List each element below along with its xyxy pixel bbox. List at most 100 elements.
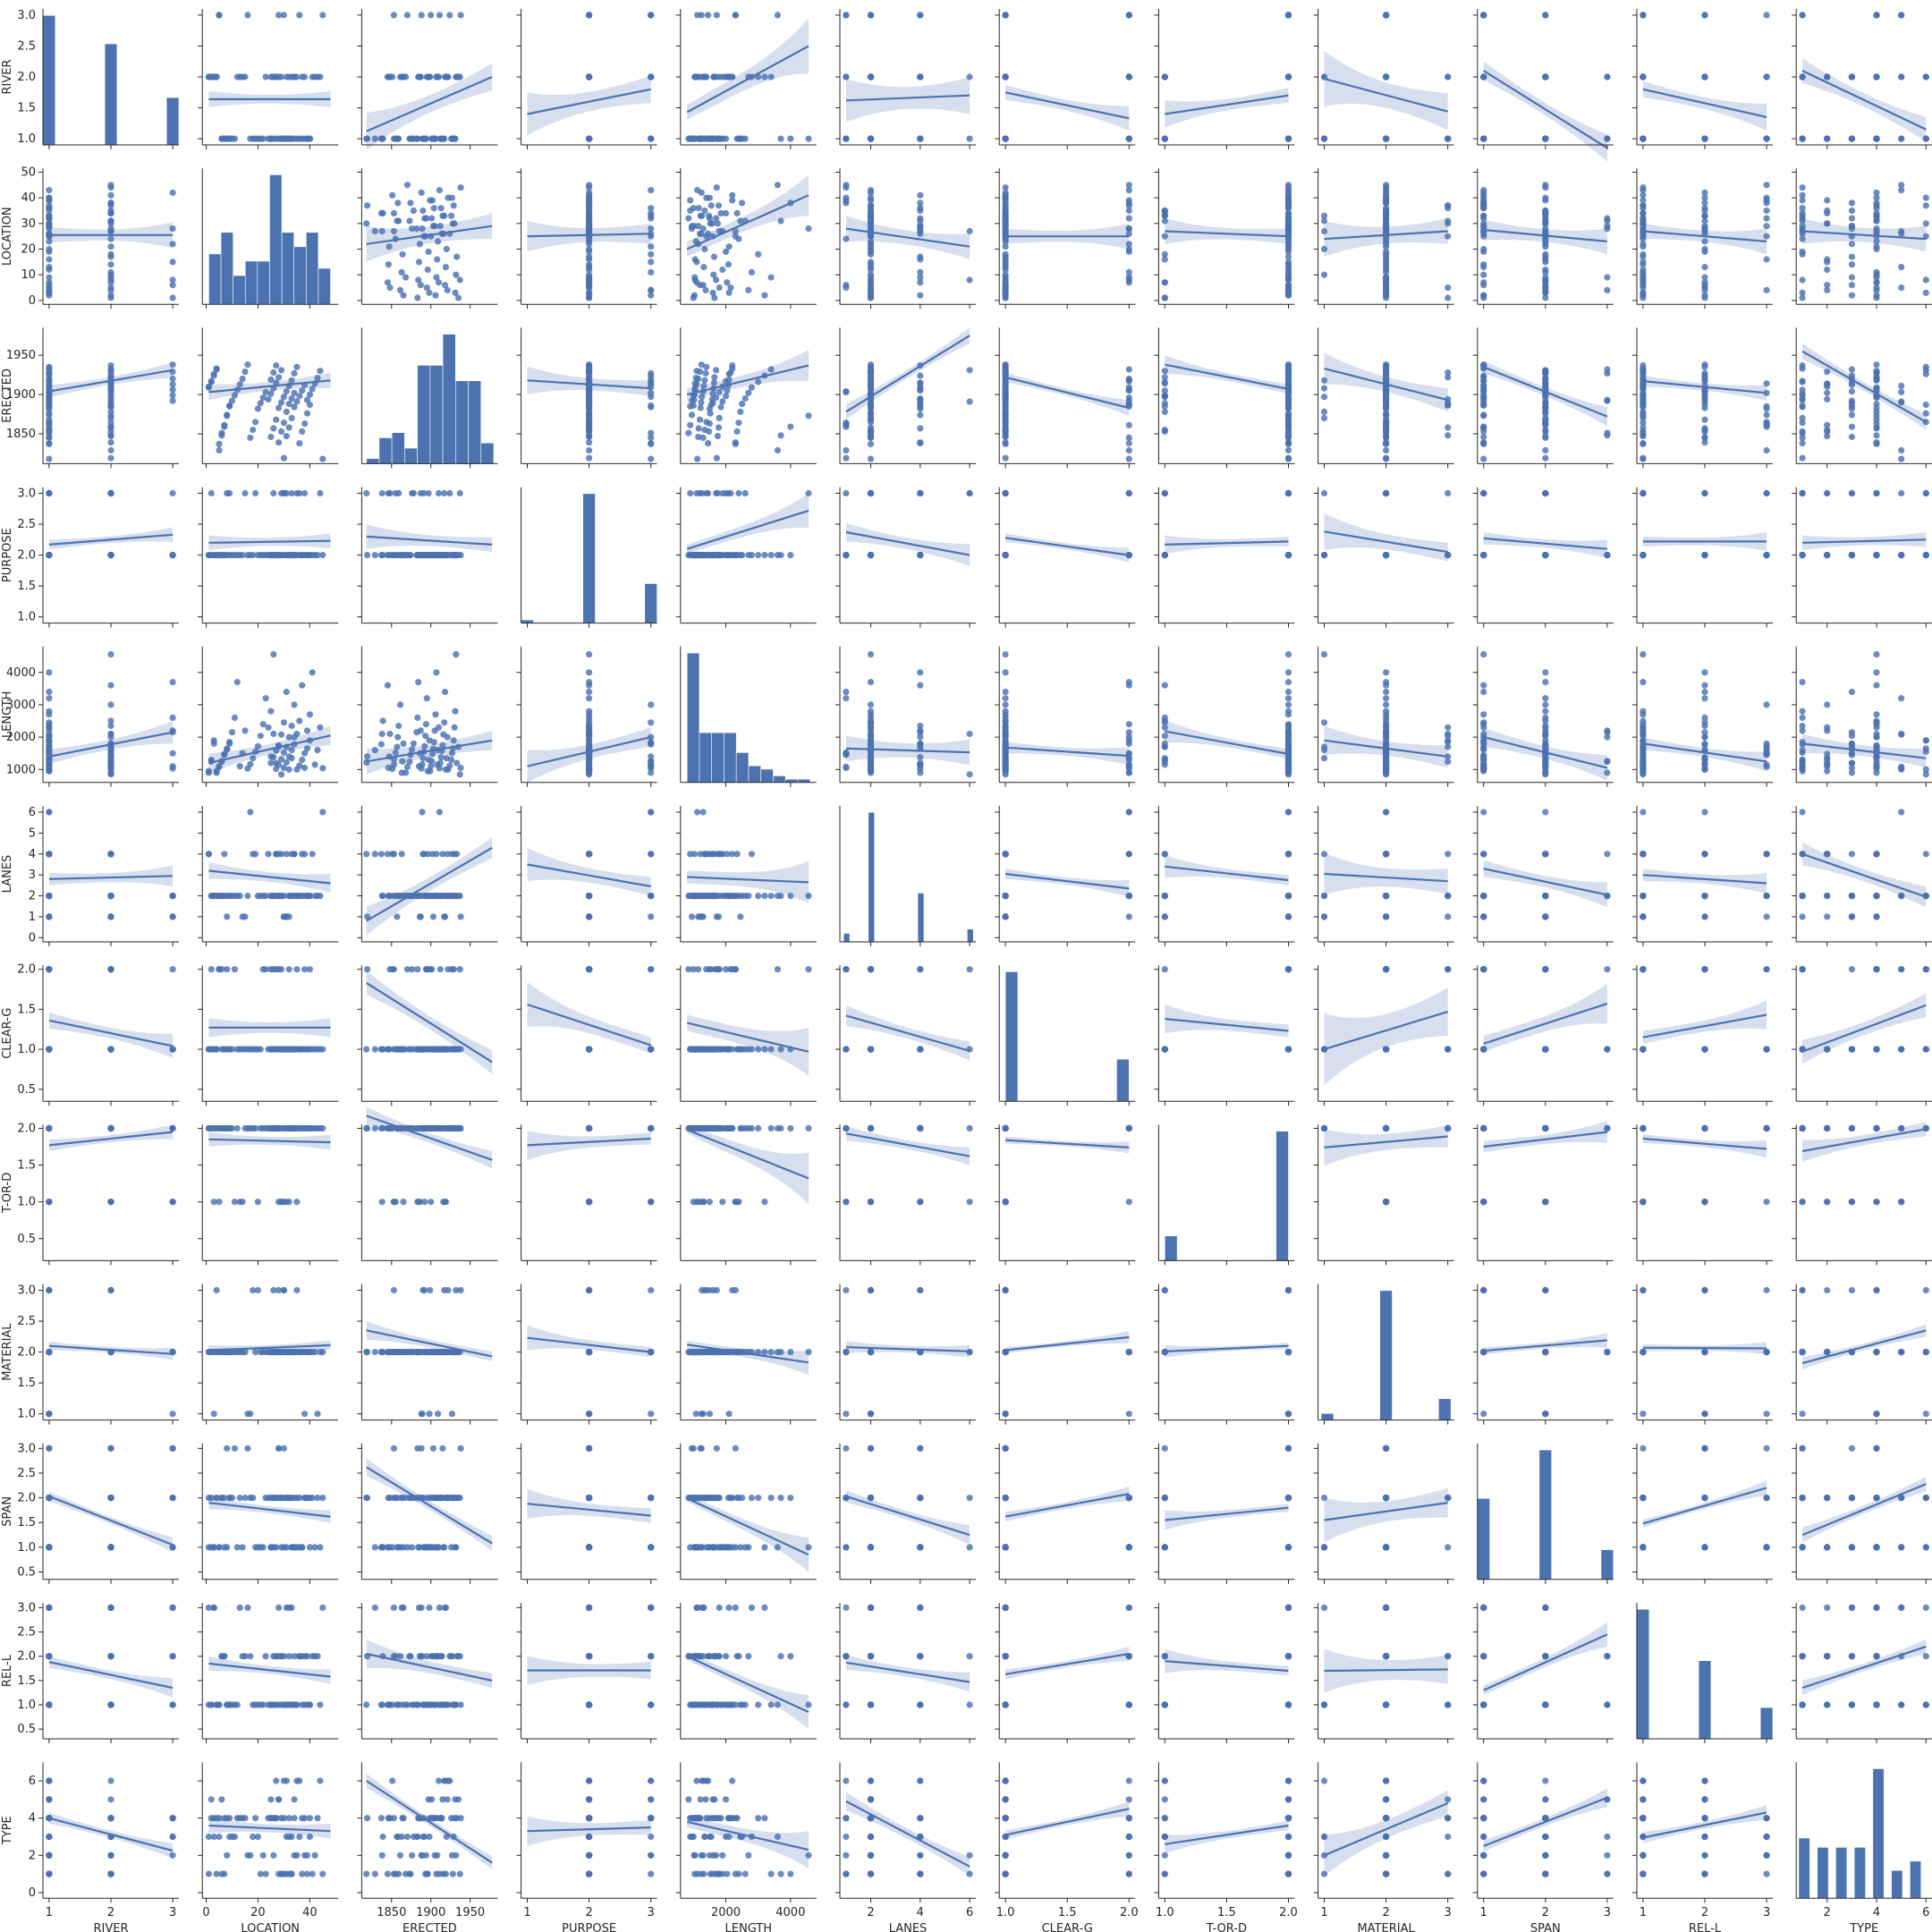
point-length-vs-material-71: [1445, 739, 1452, 746]
point-river-vs-rel-l-77: [1640, 73, 1647, 80]
point-purpose-vs-erected-4: [378, 489, 386, 497]
point-location-vs-clear-g-14: [1125, 207, 1132, 215]
point-location-vs-erected-76: [453, 253, 461, 260]
hist-bar-location-1: [220, 232, 233, 305]
point-erected-vs-river-71: [107, 412, 114, 419]
point-river-vs-erected-67: [445, 73, 452, 80]
point-length-vs-erected-52: [433, 669, 440, 676]
point-erected-vs-lanes-33: [843, 446, 850, 454]
point-location-vs-lanes-62: [867, 292, 875, 299]
point-erected-vs-length-51: [745, 389, 752, 396]
point-erected-vs-length-60: [687, 402, 694, 410]
point-river-vs-lanes-79: [917, 12, 924, 19]
point-length-vs-location-31: [267, 753, 275, 760]
point-length-vs-material-62: [1383, 695, 1390, 702]
point-purpose-vs-type-76: [1922, 552, 1929, 559]
point-length-vs-location-27: [293, 730, 301, 738]
point-purpose-vs-clear-g-56: [1125, 489, 1132, 497]
point-location-vs-river-76: [169, 258, 176, 266]
point-erected-vs-river-64: [107, 384, 114, 391]
point-purpose-vs-location-39: [288, 489, 295, 497]
point-length-vs-purpose-29: [586, 669, 593, 676]
point-location-vs-erected-26: [410, 207, 417, 215]
point-erected-vs-material-44: [1383, 446, 1390, 454]
point-length-vs-erected-21: [402, 769, 410, 776]
y-tick-label-length-0: 1000: [6, 763, 36, 776]
point-location-vs-material-79: [1383, 223, 1390, 230]
point-erected-vs-type-40: [1848, 381, 1855, 389]
point-location-vs-lanes-65: [867, 238, 875, 245]
point-location-vs-length-33: [713, 184, 720, 191]
panel-river-vs-location: [198, 9, 339, 149]
point-erected-vs-type-66: [1873, 361, 1880, 369]
point-erected-vs-purpose-73: [586, 394, 593, 402]
point-length-vs-erected-73: [451, 724, 458, 731]
point-location-vs-length-68: [699, 225, 707, 233]
point-erected-vs-lanes-15: [966, 398, 973, 405]
point-length-vs-t-or-d-39: [1284, 708, 1292, 715]
point-length-vs-erected-37: [421, 742, 428, 750]
point-length-vs-span-54: [1542, 724, 1549, 731]
point-river-vs-t-or-d-64: [1161, 73, 1168, 80]
hist-bar-purpose-0: [521, 619, 534, 623]
point-location-vs-length-39: [722, 209, 730, 216]
point-location-vs-clear-g-56: [1125, 230, 1132, 237]
hist-bar-erected-0: [366, 458, 380, 464]
point-length-vs-location-73: [303, 727, 311, 734]
point-erected-vs-location-35: [277, 428, 285, 435]
point-length-vs-material-73: [1383, 711, 1390, 718]
point-length-vs-erected-75: [453, 651, 460, 658]
point-erected-vs-lanes-77: [867, 369, 875, 377]
point-length-vs-river-37: [46, 745, 53, 752]
point-length-vs-river-34: [46, 762, 53, 769]
point-location-vs-span-68: [1480, 212, 1487, 219]
point-location-vs-erected-19: [399, 250, 406, 258]
point-erected-vs-river-72: [107, 402, 114, 410]
hist-bar-location-5: [269, 174, 283, 305]
point-river-vs-type-32: [1799, 12, 1806, 19]
point-erected-vs-river-22: [46, 455, 53, 462]
point-location-vs-purpose-73: [586, 217, 593, 225]
point-river-vs-erected-2: [371, 135, 378, 142]
point-location-vs-material-68: [1383, 215, 1390, 222]
point-location-vs-type-17: [1898, 264, 1905, 271]
point-erected-vs-location-20: [275, 374, 283, 381]
point-river-vs-clear-g-74: [1125, 73, 1132, 80]
point-length-vs-clear-g-71: [1002, 741, 1009, 748]
point-erected-vs-location-59: [252, 419, 259, 426]
point-erected-vs-span-21: [1542, 446, 1549, 454]
point-erected-vs-t-or-d-20: [1161, 368, 1168, 375]
point-location-vs-erected-8: [386, 243, 393, 250]
point-length-vs-span-72: [1480, 724, 1487, 731]
point-location-vs-material-69: [1383, 197, 1390, 204]
point-length-vs-material-60: [1445, 733, 1452, 740]
point-erected-vs-lanes-9: [966, 367, 973, 374]
point-location-vs-purpose-51: [586, 289, 593, 296]
point-location-vs-purpose-77: [648, 292, 655, 299]
point-location-vs-clear-g-6: [1125, 268, 1132, 275]
point-purpose-vs-location-32: [270, 489, 277, 497]
hist-bar-erected-2: [391, 432, 405, 464]
point-length-vs-erected-9: [386, 730, 394, 738]
point-location-vs-lanes-78: [867, 194, 875, 201]
point-erected-vs-t-or-d-73: [1161, 392, 1168, 399]
point-purpose-vs-lanes-15: [966, 489, 973, 497]
point-erected-vs-location-5: [280, 394, 287, 401]
point-location-vs-clear-g-74: [1125, 279, 1132, 286]
panel-location-vs-length: [675, 168, 817, 309]
point-location-vs-erected-40: [423, 284, 430, 292]
point-erected-vs-length-77: [725, 370, 733, 377]
point-location-vs-river-35: [46, 212, 53, 219]
point-erected-vs-rel-l-74: [1640, 384, 1647, 391]
point-location-vs-erected-79: [457, 184, 464, 191]
point-erected-vs-type-34: [1873, 424, 1880, 431]
point-purpose-vs-location-72: [226, 552, 233, 559]
point-river-vs-type-72: [1873, 135, 1880, 142]
point-length-vs-lanes-15: [966, 730, 973, 738]
point-location-vs-type-76: [1922, 289, 1929, 296]
point-location-vs-erected-25: [409, 225, 416, 233]
point-purpose-vs-length-52: [748, 552, 756, 559]
hist-bar-length-1: [699, 732, 712, 784]
point-river-vs-clear-g-56: [1125, 12, 1132, 19]
point-length-vs-erected-79: [457, 764, 464, 772]
